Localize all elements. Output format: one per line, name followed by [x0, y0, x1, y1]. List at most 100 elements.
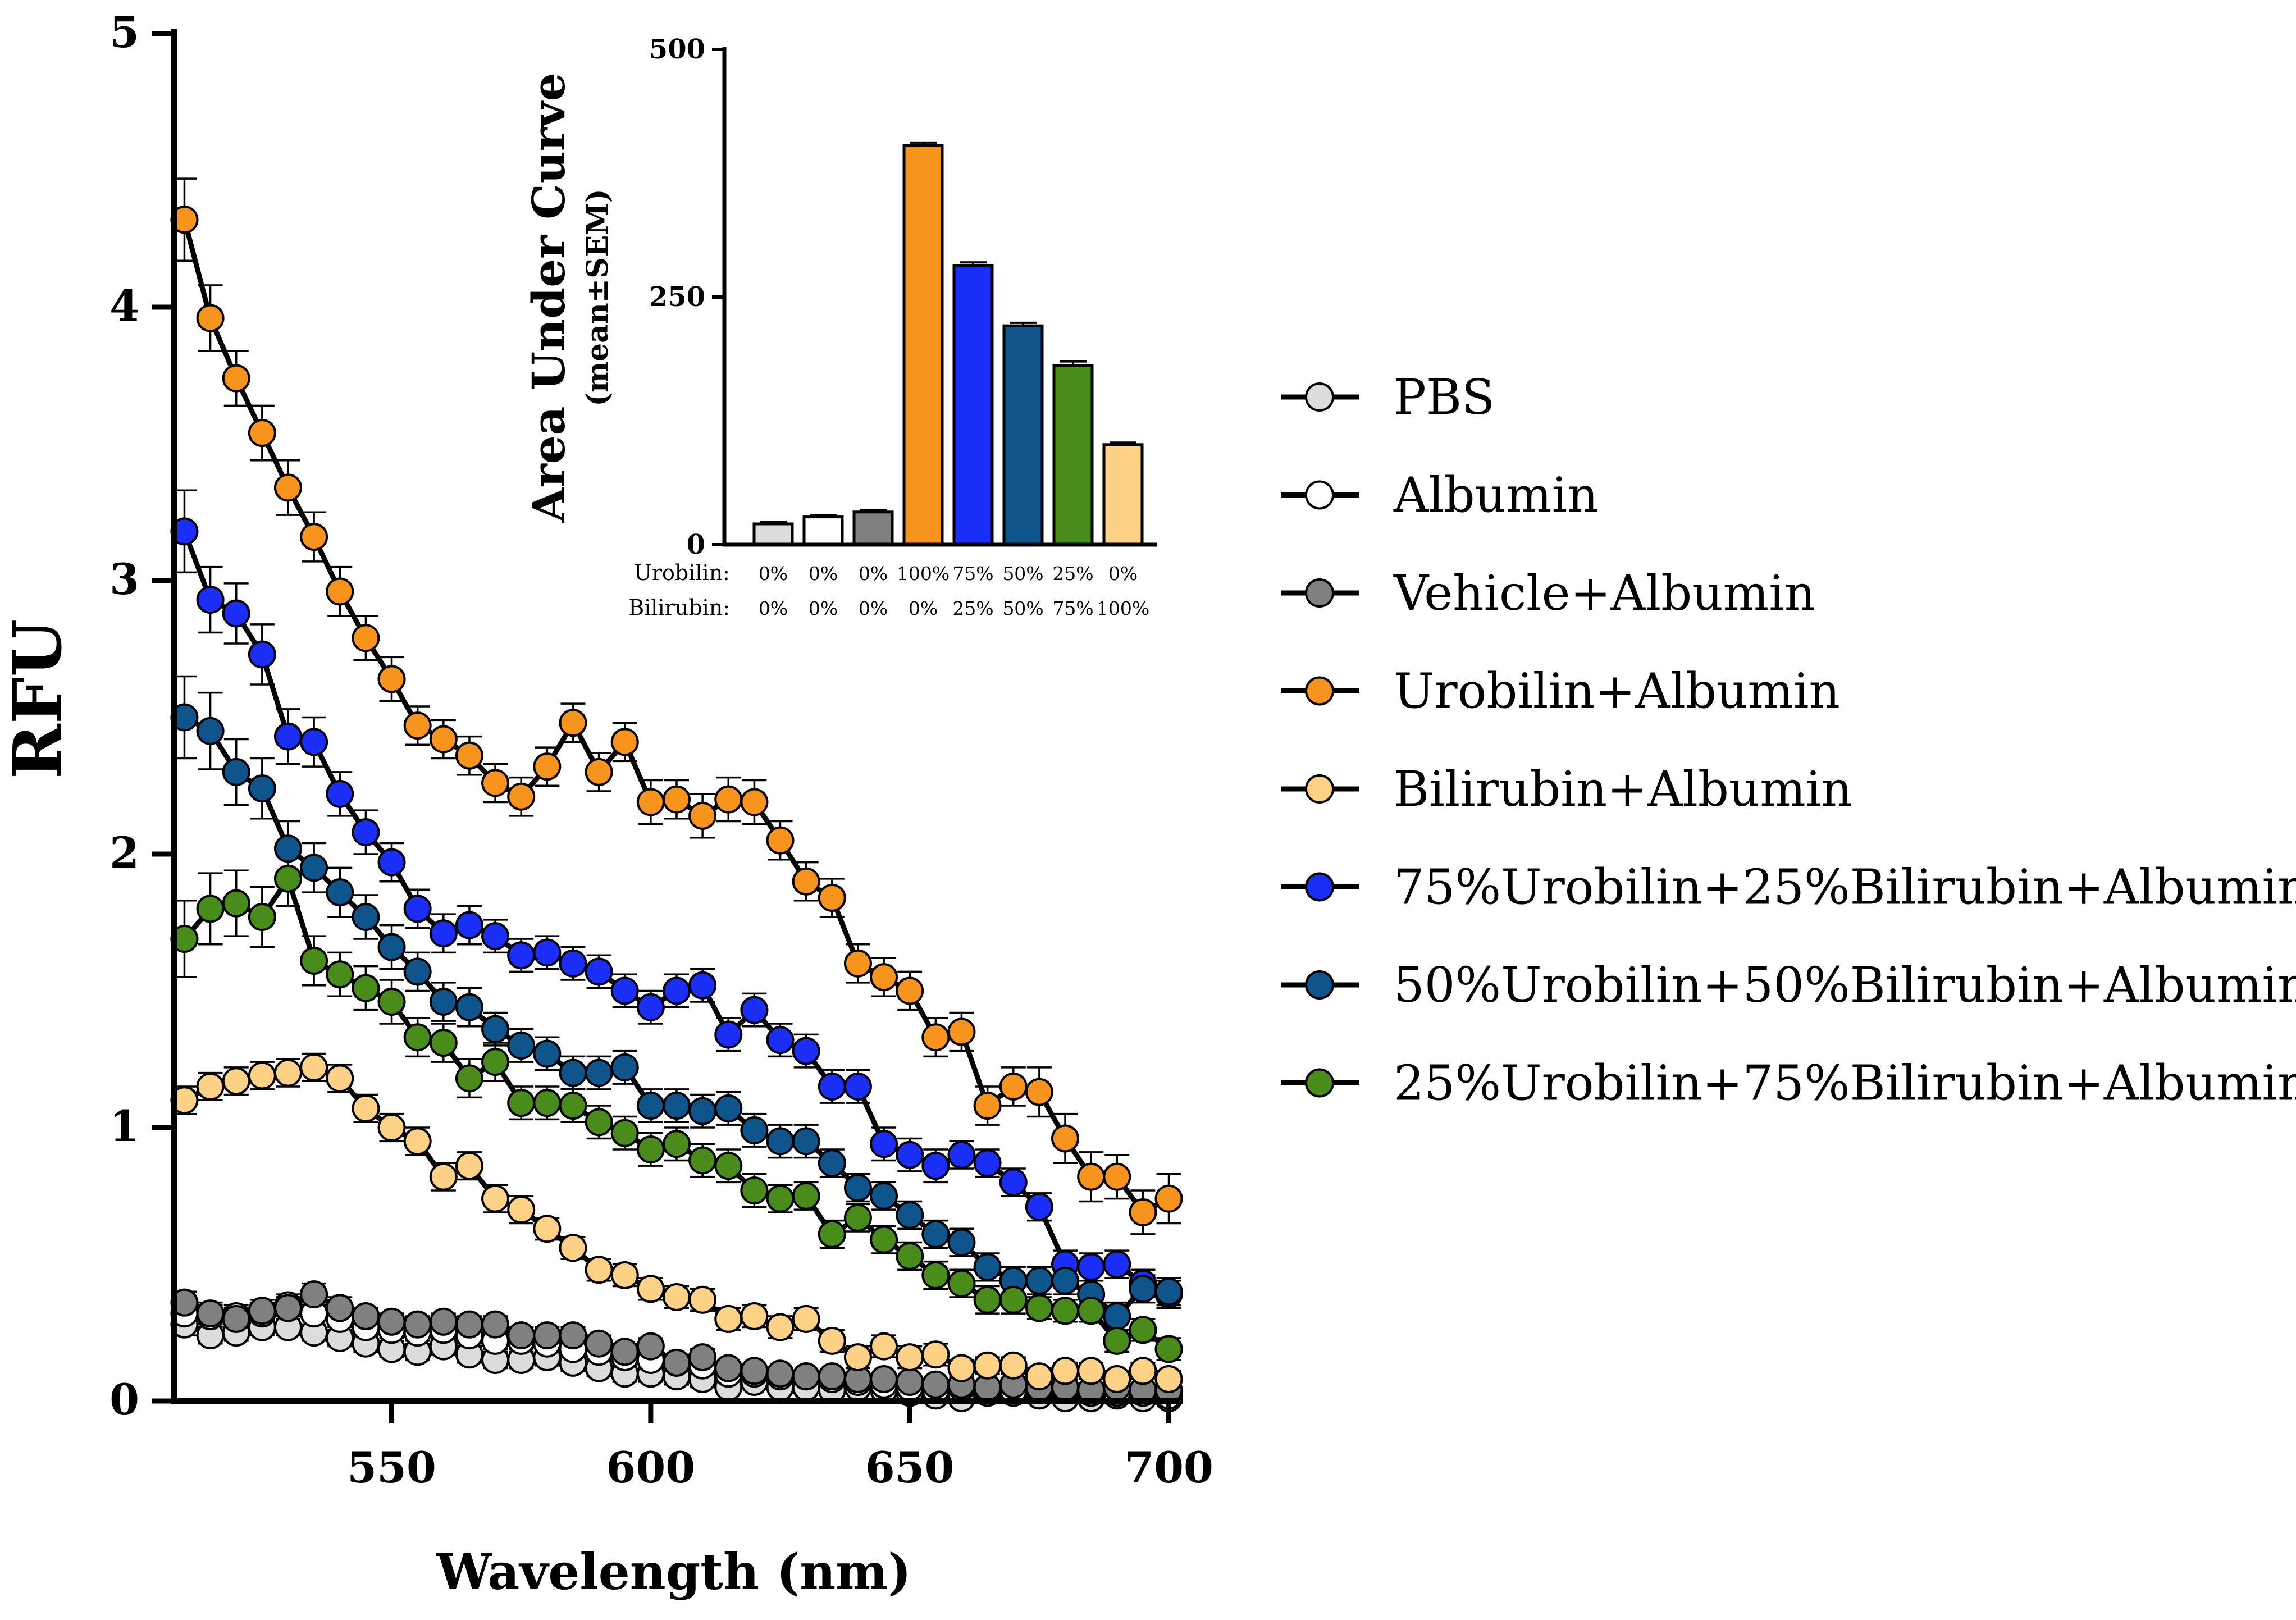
data-point-urobilin-albumin	[999, 1072, 1028, 1101]
data-point-bilirubin-albumin	[248, 1061, 276, 1090]
main-x-axis-label: Wavelength (nm)	[436, 1543, 911, 1601]
data-point-urobilin-albumin	[507, 782, 536, 811]
data-point-urobilin-albumin	[636, 788, 665, 816]
data-point-bilirubin-albumin	[377, 1114, 406, 1142]
table-cell: 0%	[1108, 563, 1138, 585]
data-point-50pcturobilin-50pctbilirubin-albumin	[973, 1253, 1002, 1281]
data-point-50pcturobilin-50pctbilirubin-albumin	[352, 903, 380, 932]
bar-75pcturobilin-25pctbilirubin-albumin	[952, 264, 994, 546]
data-point-25pcturobilin-75pctbilirubin-albumin	[688, 1146, 717, 1175]
data-point-25pcturobilin-75pctbilirubin-albumin	[1103, 1326, 1131, 1355]
data-point-25pcturobilin-75pctbilirubin-albumin	[507, 1089, 536, 1117]
legend-marker	[1305, 774, 1334, 804]
y-tick-label: 3	[109, 554, 139, 604]
data-point-50pcturobilin-50pctbilirubin-albumin	[636, 1092, 665, 1120]
data-point-50pcturobilin-50pctbilirubin-albumin	[896, 1201, 924, 1229]
data-point-25pcturobilin-75pctbilirubin-albumin	[740, 1176, 769, 1205]
data-point-25pcturobilin-75pctbilirubin-albumin	[1077, 1297, 1106, 1325]
data-point-25pcturobilin-75pctbilirubin-albumin	[481, 1048, 510, 1076]
inset-y-axis-label: Area Under Curve	[522, 73, 575, 523]
data-point-50pcturobilin-50pctbilirubin-albumin	[455, 993, 483, 1021]
legend-item-bilirubin-albumin: Bilirubin+Albumin	[1281, 761, 1852, 818]
data-point-25pcturobilin-75pctbilirubin-albumin	[792, 1181, 820, 1210]
data-point-urobilin-albumin	[273, 473, 302, 502]
data-point-50pcturobilin-50pctbilirubin-albumin	[740, 1116, 769, 1144]
data-point-75pcturobilin-25pctbilirubin-albumin	[273, 722, 302, 751]
data-point-urobilin-albumin	[1103, 1162, 1131, 1191]
y-tick-label: 0	[109, 1375, 139, 1425]
table-row-label: Bilirubin:	[628, 595, 730, 620]
data-point-vehicle-albumin	[921, 1370, 950, 1399]
data-point-vehicle-albumin	[559, 1321, 587, 1350]
legend-marker	[1305, 480, 1334, 510]
data-point-75pcturobilin-25pctbilirubin-albumin	[714, 1020, 743, 1049]
data-point-50pcturobilin-50pctbilirubin-albumin	[766, 1127, 795, 1156]
data-point-75pcturobilin-25pctbilirubin-albumin	[222, 599, 250, 628]
data-point-vehicle-albumin	[196, 1299, 225, 1328]
main-data-points	[170, 206, 1183, 1413]
data-point-urobilin-albumin	[585, 757, 613, 786]
data-point-25pcturobilin-75pctbilirubin-albumin	[455, 1064, 483, 1093]
legend-marker	[1305, 382, 1334, 412]
data-point-25pcturobilin-75pctbilirubin-albumin	[585, 1108, 613, 1137]
data-point-bilirubin-albumin	[896, 1343, 924, 1372]
data-point-urobilin-albumin	[792, 867, 820, 896]
data-point-75pcturobilin-25pctbilirubin-albumin	[559, 949, 587, 978]
data-point-25pcturobilin-75pctbilirubin-albumin	[636, 1135, 665, 1163]
y-tick-label: 1	[109, 1101, 139, 1151]
data-point-bilirubin-albumin	[507, 1195, 536, 1224]
data-point-25pcturobilin-75pctbilirubin-albumin	[999, 1285, 1028, 1314]
data-point-25pcturobilin-75pctbilirubin-albumin	[352, 974, 380, 1002]
data-point-50pcturobilin-50pctbilirubin-albumin	[429, 987, 458, 1016]
data-point-urobilin-albumin	[818, 883, 846, 912]
data-point-50pcturobilin-50pctbilirubin-albumin	[1129, 1275, 1157, 1303]
data-point-50pcturobilin-50pctbilirubin-albumin	[248, 774, 276, 803]
data-point-75pcturobilin-25pctbilirubin-albumin	[352, 818, 380, 847]
data-point-25pcturobilin-75pctbilirubin-albumin	[1129, 1316, 1157, 1344]
data-point-bilirubin-albumin	[1154, 1365, 1183, 1394]
inset-y-axis-sublabel: (mean±SEM)	[581, 189, 615, 406]
data-point-bilirubin-albumin	[870, 1332, 898, 1361]
bar-error	[760, 521, 787, 524]
data-point-bilirubin-albumin	[196, 1072, 225, 1101]
data-point-25pcturobilin-75pctbilirubin-albumin	[222, 889, 250, 918]
data-point-75pcturobilin-25pctbilirubin-albumin	[585, 957, 613, 986]
data-point-50pcturobilin-50pctbilirubin-albumin	[196, 717, 225, 745]
legend-marker	[1305, 676, 1334, 706]
legend-label: PBS	[1394, 369, 1495, 426]
legend: PBS Albumin Vehicle+Albumin Urobilin+Albumi…	[1281, 369, 2296, 1112]
data-point-bilirubin-albumin	[1129, 1357, 1157, 1385]
legend-marker	[1305, 970, 1334, 1000]
data-point-50pcturobilin-50pctbilirubin-albumin	[947, 1228, 976, 1257]
data-point-vehicle-albumin	[533, 1321, 562, 1350]
data-point-75pcturobilin-25pctbilirubin-albumin	[455, 911, 483, 939]
data-point-vehicle-albumin	[818, 1362, 846, 1391]
data-point-urobilin-albumin	[921, 1023, 950, 1052]
data-point-25pcturobilin-75pctbilirubin-albumin	[947, 1269, 976, 1298]
table-row-label: Urobilin:	[634, 560, 730, 585]
data-point-25pcturobilin-75pctbilirubin-albumin	[403, 1023, 432, 1052]
data-point-50pcturobilin-50pctbilirubin-albumin	[222, 757, 250, 786]
data-point-urobilin-albumin	[1129, 1198, 1157, 1226]
legend-marker	[1305, 578, 1334, 608]
data-point-75pcturobilin-25pctbilirubin-albumin	[377, 848, 406, 877]
data-point-vehicle-albumin	[222, 1304, 250, 1333]
legend-item-urobilin-albumin: Urobilin+Albumin	[1281, 664, 1840, 720]
data-point-bilirubin-albumin	[533, 1215, 562, 1243]
bar-pbs	[752, 522, 794, 546]
data-point-50pcturobilin-50pctbilirubin-albumin	[663, 1092, 691, 1120]
data-point-50pcturobilin-50pctbilirubin-albumin	[273, 834, 302, 863]
data-point-urobilin-albumin	[248, 419, 276, 448]
data-point-bilirubin-albumin	[585, 1256, 613, 1284]
data-point-50pcturobilin-50pctbilirubin-albumin	[585, 1058, 613, 1087]
data-point-vehicle-albumin	[740, 1357, 769, 1385]
legend-item-vehicle-albumin: Vehicle+Albumin	[1281, 565, 1815, 622]
x-tick-label: 550	[347, 1443, 436, 1493]
data-point-urobilin-albumin	[429, 725, 458, 754]
data-point-75pcturobilin-25pctbilirubin-albumin	[663, 976, 691, 1005]
data-point-50pcturobilin-50pctbilirubin-albumin	[559, 1058, 587, 1087]
y-tick-label: 4	[109, 281, 139, 331]
data-point-75pcturobilin-25pctbilirubin-albumin	[1077, 1253, 1106, 1281]
data-point-25pcturobilin-75pctbilirubin-albumin	[843, 1203, 872, 1232]
